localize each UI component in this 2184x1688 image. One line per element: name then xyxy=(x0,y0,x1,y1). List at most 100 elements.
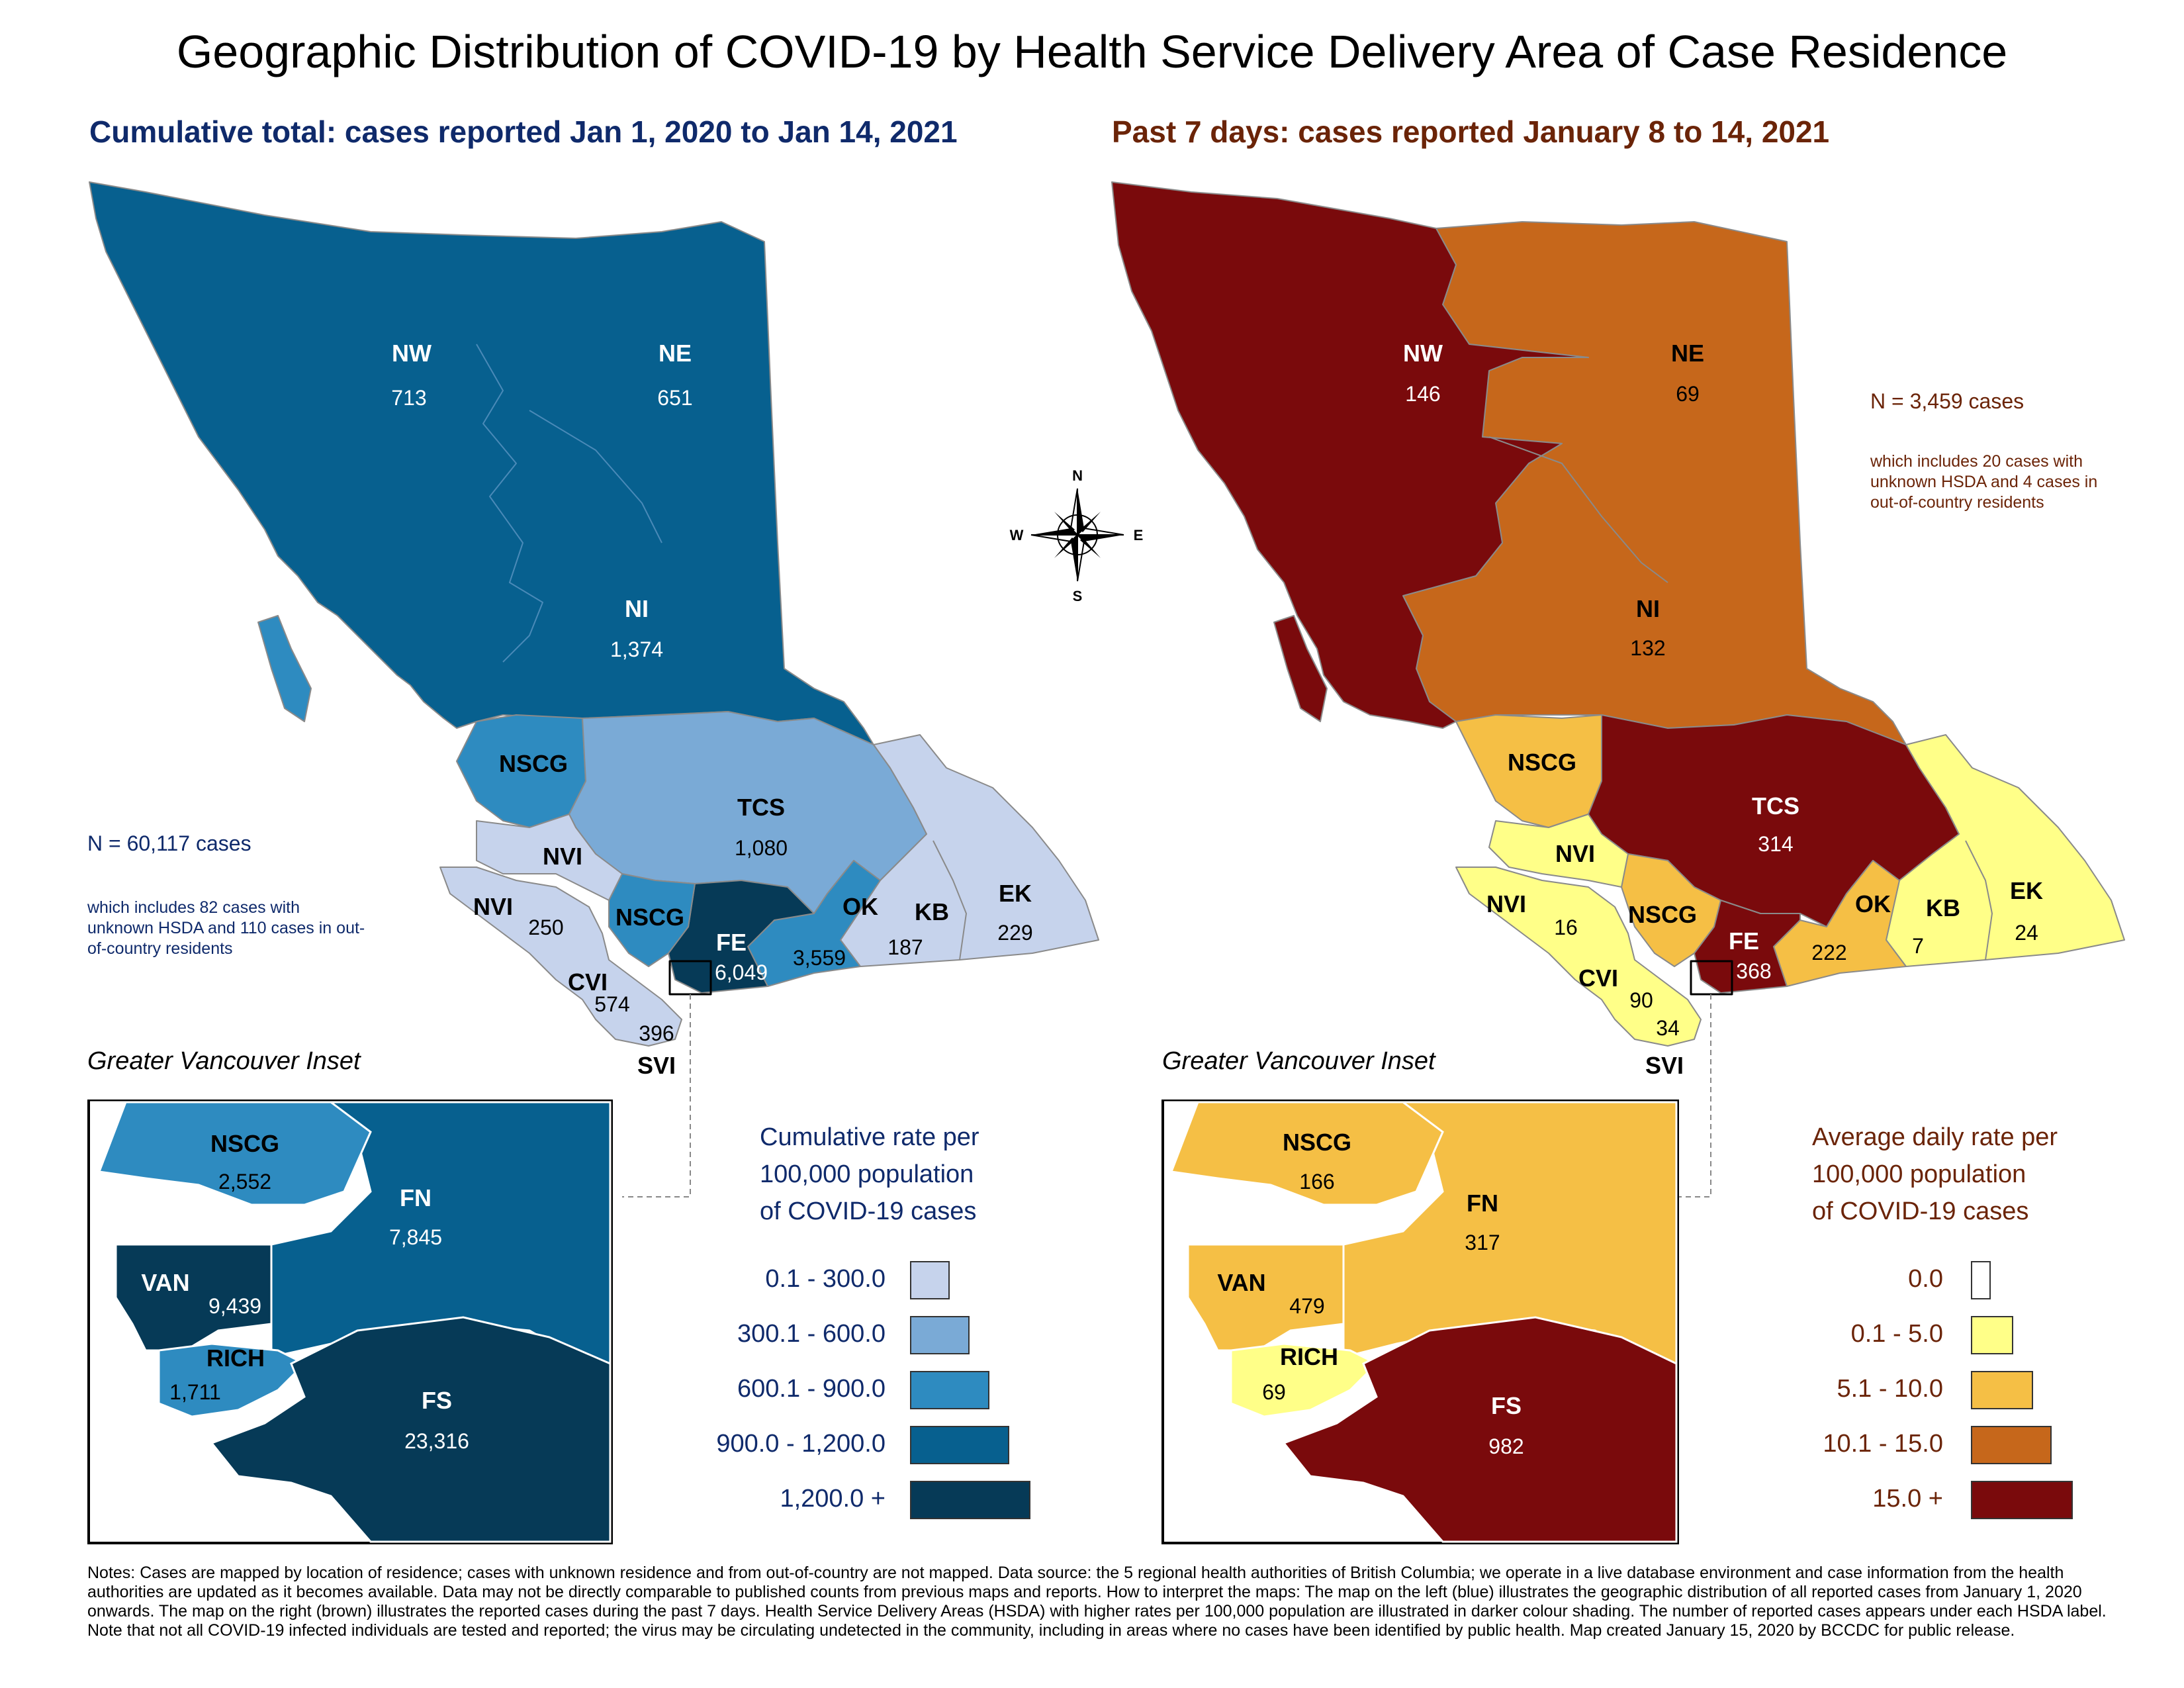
right-legend-title-1: Average daily rate per xyxy=(1812,1123,2058,1151)
left-legend-swatch-3 xyxy=(910,1426,1009,1464)
left-value-ok: 3,559 xyxy=(793,946,846,970)
left-inset-rich[interactable] xyxy=(158,1342,306,1418)
left-map-subtitle: Cumulative total: cases reported Jan 1, … xyxy=(89,115,958,149)
right-inset-label-fs: FS xyxy=(1491,1392,1522,1419)
left-value-nw: 713 xyxy=(391,386,426,410)
left-label-kb: KB xyxy=(915,898,949,925)
left-value-kb: 187 xyxy=(887,935,923,959)
right-map xyxy=(1111,181,2125,1197)
right-region-ok[interactable] xyxy=(1773,860,1907,987)
left-value-nvi: 250 xyxy=(528,915,563,939)
left-label-ni: NI xyxy=(625,595,649,622)
right-label-nscg-south: NSCG xyxy=(1628,901,1697,928)
left-inset-fs[interactable] xyxy=(210,1316,612,1543)
left-label-nvi-top: NVI xyxy=(543,843,582,870)
left-inset-nscg[interactable] xyxy=(97,1101,372,1206)
right-legend-label-4: 15.0 + xyxy=(1872,1485,1943,1513)
right-inset-value-van: 479 xyxy=(1289,1294,1324,1318)
left-inset-label-van: VAN xyxy=(141,1269,189,1296)
right-legend-swatch-3 xyxy=(1971,1426,2052,1464)
right-inset-label-fn: FN xyxy=(1467,1190,1498,1217)
right-value-ne: 69 xyxy=(1676,382,1700,406)
left-legend-title-1: Cumulative rate per xyxy=(760,1123,979,1151)
left-inset-value-fn: 7,845 xyxy=(389,1225,442,1249)
compass-rose-icon: N S E W xyxy=(1010,467,1144,604)
right-value-ek: 24 xyxy=(2015,921,2038,945)
left-label-tcs: TCS xyxy=(737,794,785,821)
left-label-nscg: NSCG xyxy=(499,750,568,777)
left-value-cvi: 574 xyxy=(594,992,629,1016)
compass-s: S xyxy=(1073,588,1083,604)
right-legend-swatch-2 xyxy=(1971,1371,2033,1409)
left-region-nvi-top[interactable] xyxy=(476,814,623,901)
right-inset xyxy=(1161,1100,1679,1544)
left-value-ek: 229 xyxy=(997,921,1032,945)
right-region-nvi-top[interactable] xyxy=(1488,814,1629,888)
left-label-svi: SVI xyxy=(637,1052,676,1079)
left-legend-label-4: 1,200.0 + xyxy=(780,1485,886,1513)
right-inset-rich[interactable] xyxy=(1230,1342,1379,1418)
right-legend-swatch-1 xyxy=(1971,1316,2013,1354)
left-inset-label-nscg: NSCG xyxy=(210,1130,279,1157)
right-inset-value-fn: 317 xyxy=(1465,1231,1500,1254)
right-region-vancouver-island[interactable] xyxy=(1455,867,1702,1047)
right-legend-swatch-0 xyxy=(1971,1261,1991,1299)
left-haida-gwaii xyxy=(257,615,312,722)
left-map xyxy=(89,181,1099,1197)
right-legend: Average daily rate per 100,000 populatio… xyxy=(1812,1119,2116,1230)
right-legend-label-1: 0.1 - 5.0 xyxy=(1850,1320,1943,1348)
right-haida-gwaii xyxy=(1273,615,1328,722)
right-label-cvi: CVI xyxy=(1578,964,1618,992)
right-inset-label-rich: RICH xyxy=(1280,1343,1338,1370)
left-n-total: N = 60,117 cases xyxy=(87,831,251,855)
right-label-nvi-top: NVI xyxy=(1555,840,1595,867)
left-label-ek: EK xyxy=(999,880,1032,907)
right-label-ok: OK xyxy=(1855,890,1891,917)
left-legend-swatch-0 xyxy=(910,1261,950,1299)
right-label-fe: FE xyxy=(1729,927,1759,955)
right-n-note: which includes 20 cases with unknown HSD… xyxy=(1870,452,2098,512)
notes-paragraph: Notes: Cases are mapped by location of r… xyxy=(87,1564,2107,1640)
compass-w: W xyxy=(1010,527,1024,543)
right-inset-label-van: VAN xyxy=(1217,1269,1265,1296)
left-value-fe: 6,049 xyxy=(715,961,768,984)
right-value-kb: 7 xyxy=(1912,934,1924,958)
left-inset-label-fs: FS xyxy=(422,1387,452,1414)
left-region-north[interactable] xyxy=(89,181,874,745)
right-label-kb: KB xyxy=(1926,894,1960,921)
right-n-total: N = 3,459 cases xyxy=(1870,389,2025,413)
right-value-ok: 222 xyxy=(1811,941,1846,964)
left-label-ok: OK xyxy=(842,893,878,920)
right-legend-swatch-4 xyxy=(1971,1481,2073,1519)
left-inset-value-fs: 23,316 xyxy=(404,1429,469,1453)
right-region-nscg-south[interactable] xyxy=(1621,853,1721,967)
right-value-cvi: 90 xyxy=(1629,988,1653,1012)
right-label-nvi: NVI xyxy=(1486,890,1526,917)
left-label-nvi: NVI xyxy=(473,893,513,920)
right-region-kb-ek[interactable] xyxy=(1886,734,2125,967)
right-region-nw[interactable] xyxy=(1111,181,1589,729)
right-value-ni: 132 xyxy=(1630,636,1665,660)
left-region-kb[interactable] xyxy=(840,734,1099,967)
left-inset-value-nscg: 2,552 xyxy=(218,1170,271,1194)
left-inset-value-rich: 1,711 xyxy=(169,1380,221,1404)
right-inset-fs[interactable] xyxy=(1282,1316,1678,1543)
left-region-vancouver-island[interactable] xyxy=(439,867,682,1047)
right-legend-title-3: of COVID-19 cases xyxy=(1812,1197,2029,1225)
left-region-nscg-south[interactable] xyxy=(608,873,696,967)
right-inset-title: Greater Vancouver Inset xyxy=(1162,1047,1435,1075)
left-legend-label-3: 900.0 - 1,200.0 xyxy=(716,1430,886,1458)
left-label-cvi: CVI xyxy=(568,968,608,996)
left-legend-swatch-4 xyxy=(910,1481,1030,1519)
page-title: Geographic Distribution of COVID-19 by H… xyxy=(176,26,2008,77)
right-inset-nscg[interactable] xyxy=(1169,1101,1444,1206)
right-label-nscg: NSCG xyxy=(1508,749,1576,776)
left-legend-label-2: 600.1 - 900.0 xyxy=(737,1375,886,1403)
left-legend-label-1: 300.1 - 600.0 xyxy=(737,1320,886,1348)
right-value-svi: 34 xyxy=(1656,1016,1680,1040)
compass-e: E xyxy=(1134,527,1144,543)
right-legend-label-3: 10.1 - 15.0 xyxy=(1823,1430,1943,1458)
right-legend-title-2: 100,000 population xyxy=(1812,1160,2026,1188)
left-value-tcs: 1,080 xyxy=(735,836,788,860)
